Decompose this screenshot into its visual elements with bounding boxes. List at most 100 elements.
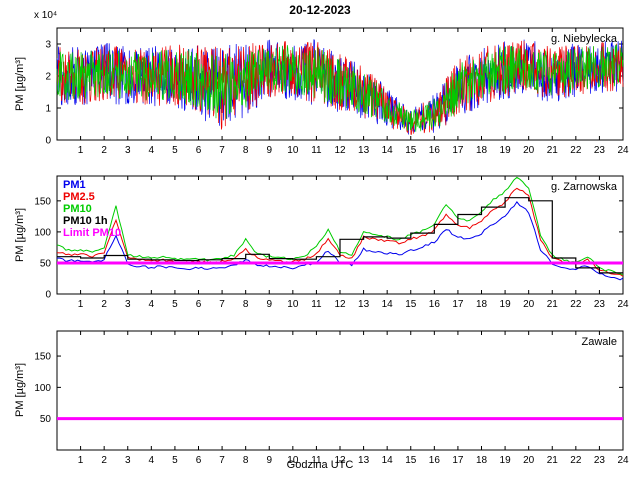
x-tick-label: 1 [78,145,84,156]
x-tick-label: 20 [523,299,535,310]
y-tick-label: 50 [40,258,52,269]
x-tick-label: 1 [78,455,84,466]
x-tick-label: 14 [382,299,394,310]
x-tick-label: 10 [287,145,299,156]
x-tick-label: 19 [500,145,512,156]
y-tick-label: 0 [45,290,51,301]
x-tick-label: 6 [196,145,202,156]
x-tick-label: 4 [149,299,155,310]
x-tick-label: 3 [125,455,131,466]
x-tick-label: 5 [172,145,178,156]
x-tick-label: 10 [287,299,299,310]
x-tick-label: 20 [523,145,535,156]
series-line-pm1 [56,39,624,135]
x-tick-label: 9 [266,145,272,156]
y-tick-label: 2 [45,72,51,83]
x-tick-label: 2 [101,145,107,156]
x-tick-label: 21 [547,145,559,156]
x-tick-label: 10 [287,455,299,466]
x-tick-label: 14 [382,145,394,156]
x-tick-label: 2 [101,299,107,310]
x-tick-label: 17 [452,299,464,310]
x-tick-label: 23 [594,145,606,156]
plot-frame-2 [56,330,624,451]
x-tick-label: 5 [172,455,178,466]
x-tick-label: 21 [547,455,559,466]
y-axis-multiplier: x 10⁴ [34,10,58,21]
y-tick-label: 0 [45,136,51,147]
x-tick-label: 23 [594,455,606,466]
x-tick-label: 5 [172,299,178,310]
x-tick-label: 7 [219,299,225,310]
x-tick-label: 4 [149,145,155,156]
x-tick-label: 18 [476,299,488,310]
x-tick-label: 2 [101,455,107,466]
x-tick-label: 13 [358,455,370,466]
x-tick-label: 12 [334,299,346,310]
x-tick-label: 24 [617,299,629,310]
x-tick-label: 15 [405,145,417,156]
legend-item-limit: Limit PM10 [63,227,122,239]
x-tick-label: 8 [243,145,249,156]
x-tick-label: 22 [570,299,582,310]
x-tick-label: 24 [617,145,629,156]
x-tick-label: 18 [476,145,488,156]
station-label-zarnowska: g. Zarnowska [550,181,617,193]
x-tick-label: 24 [617,455,629,466]
legend-item-pm2-5: PM2.5 [63,191,95,203]
x-tick-label: 16 [429,145,441,156]
x-tick-label: 13 [358,145,370,156]
series-line-pm10-1h [57,197,623,274]
x-tick-label: 11 [311,145,322,156]
x-tick-label: 20 [523,455,535,466]
x-tick-label: 9 [266,455,272,466]
series-line-pm10 [56,44,624,132]
y-tick-label: 1 [45,104,51,115]
x-tick-label: 21 [547,299,559,310]
x-tick-label: 14 [382,455,394,466]
x-tick-label: 3 [125,145,131,156]
x-tick-label: 12 [334,455,346,466]
x-tick-label: 1 [78,299,84,310]
y-tick-label: 3 [45,40,51,51]
x-tick-label: 11 [311,455,322,466]
y-axis-label-top: PM [µg/m³] [14,56,26,112]
x-tick-label: 17 [452,455,464,466]
y-axis-label-middle: PM [µg/m³] [14,207,26,263]
x-tick-label: 9 [266,299,272,310]
x-tick-label: 19 [500,455,512,466]
x-tick-label: 19 [500,299,512,310]
x-tick-label: 11 [311,299,322,310]
y-tick-label: 50 [40,414,52,425]
plot-frame-1 [56,175,624,295]
x-axis-label: Godzina UTC [286,459,354,471]
x-tick-label: 3 [125,299,131,310]
x-tick-label: 22 [570,145,582,156]
x-tick-label: 6 [196,299,202,310]
x-tick-label: 7 [219,145,225,156]
x-tick-label: 7 [219,455,225,466]
legend-item-pm10: PM10 [63,203,92,215]
y-axis-label-bottom: PM [µg/m³] [14,362,26,418]
x-tick-label: 8 [243,455,249,466]
station-label-niebylecka: g. Niebylecka [550,33,617,45]
station-label-zawale: Zawale [581,336,617,348]
x-tick-label: 16 [429,299,441,310]
x-tick-label: 23 [594,299,606,310]
x-tick-label: 22 [570,455,582,466]
x-tick-label: 18 [476,455,488,466]
legend: PM1 PM2.5 PM10 PM10 1h Limit PM10 [63,179,121,239]
x-tick-label: 6 [196,455,202,466]
x-tick-label: 13 [358,299,370,310]
x-tick-label: 4 [149,455,155,466]
y-tick-label: 100 [34,383,51,394]
legend-item-pm10-1h: PM10 1h [63,215,108,227]
y-tick-label: 150 [34,196,51,207]
x-tick-label: 15 [405,299,417,310]
y-tick-label: 150 [34,352,51,363]
legend-item-pm1: PM1 [63,179,86,191]
x-tick-label: 12 [334,145,346,156]
x-tick-label: 8 [243,299,249,310]
